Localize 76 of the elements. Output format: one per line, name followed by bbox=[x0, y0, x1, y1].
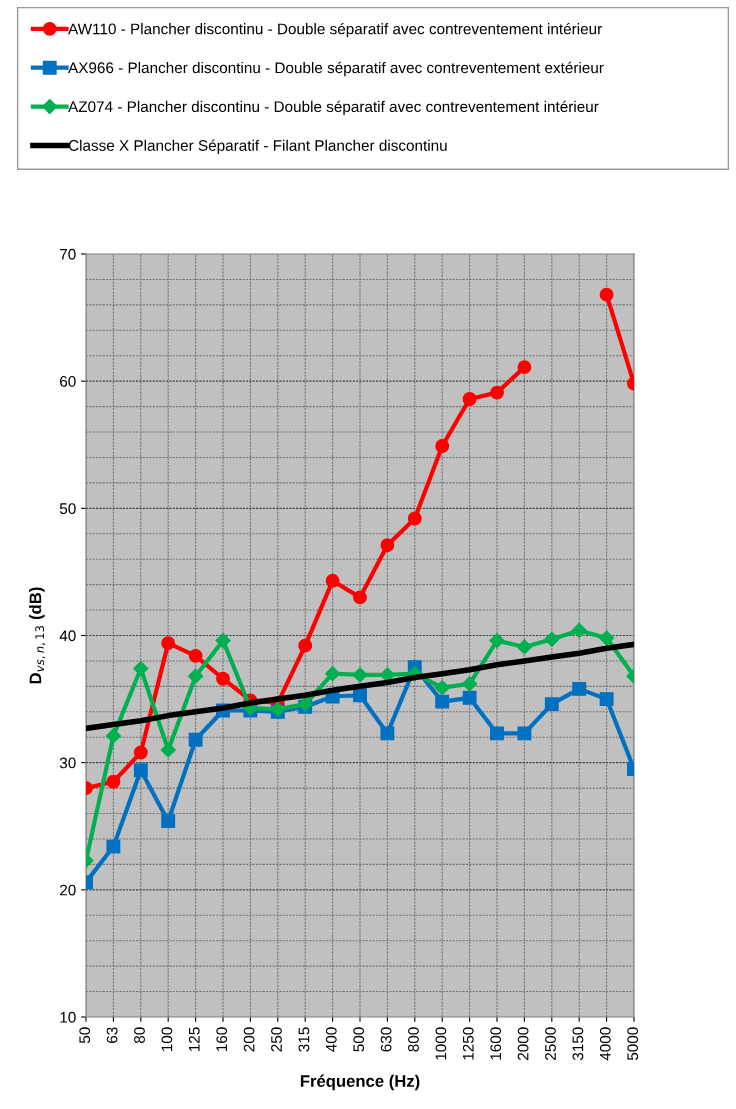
point bbox=[571, 622, 587, 638]
y-tick-label: 60 bbox=[60, 376, 76, 387]
y-tick-label: 70 bbox=[60, 248, 76, 260]
point bbox=[599, 692, 614, 707]
x-tick-label: 500 bbox=[353, 1027, 365, 1052]
point bbox=[188, 648, 203, 663]
point bbox=[380, 538, 395, 553]
point bbox=[517, 360, 532, 375]
x-axis-title: Fréquence (Hz) bbox=[300, 1074, 420, 1091]
x-tick-label: 630 bbox=[380, 1027, 392, 1052]
point bbox=[188, 668, 204, 684]
x-tick-label: 1000 bbox=[435, 1027, 447, 1060]
point bbox=[516, 639, 532, 655]
y-tick-label: 10 bbox=[60, 1011, 76, 1023]
x-tick-label: 80 bbox=[134, 1027, 145, 1044]
point bbox=[462, 690, 477, 705]
x-tick-label: 250 bbox=[271, 1027, 282, 1052]
x-tick-label: 63 bbox=[106, 1027, 118, 1043]
point bbox=[599, 287, 614, 302]
point bbox=[490, 385, 504, 400]
x-tick-label: 100 bbox=[161, 1027, 173, 1052]
point bbox=[216, 671, 230, 686]
point bbox=[105, 728, 121, 744]
point bbox=[407, 511, 422, 526]
point bbox=[106, 839, 121, 854]
x-tick-label: 2500 bbox=[545, 1027, 556, 1060]
x-tick-label: 2000 bbox=[517, 1027, 529, 1060]
legend-label: AZ074 - Plancher discontinu - Double séparatif avec contreventement intérieur bbox=[68, 100, 599, 116]
point bbox=[462, 392, 477, 406]
point bbox=[325, 573, 340, 588]
point bbox=[133, 745, 148, 760]
point bbox=[133, 660, 149, 677]
x-tick-label: 5000 bbox=[627, 1027, 639, 1061]
point bbox=[489, 633, 505, 649]
point bbox=[490, 726, 504, 741]
x-tick-label: 3150 bbox=[572, 1027, 584, 1061]
point bbox=[161, 636, 176, 651]
point bbox=[599, 630, 615, 646]
y-tick-label: 30 bbox=[59, 757, 76, 769]
point bbox=[517, 726, 532, 741]
point bbox=[298, 638, 313, 653]
point bbox=[544, 631, 560, 647]
point bbox=[435, 439, 450, 453]
x-tick-label: 400 bbox=[325, 1027, 337, 1052]
x-tick-label: 1250 bbox=[462, 1027, 474, 1060]
point bbox=[352, 667, 368, 683]
x-tick-label: 125 bbox=[188, 1027, 200, 1052]
x-tick-label: 1600 bbox=[490, 1027, 502, 1060]
x-tick-label: 4000 bbox=[599, 1027, 611, 1061]
x-tick-label: 50 bbox=[79, 1027, 91, 1044]
legend-label: Classe X Plancher Séparatif - Filant Plancher discontinu bbox=[68, 139, 447, 154]
x-tick-label: 160 bbox=[216, 1027, 228, 1052]
y-tick-label: 50 bbox=[59, 503, 76, 515]
y-axis-title: D$_{vs,n,13}$ (dB) bbox=[29, 587, 46, 684]
point bbox=[161, 814, 176, 829]
point bbox=[106, 774, 121, 789]
legend-label: AX966 - Plancher discontinu - Double séparatif avec contreventement extérieur bbox=[68, 61, 604, 77]
point bbox=[544, 697, 559, 712]
x-tick-label: 315 bbox=[298, 1027, 310, 1052]
point bbox=[325, 666, 341, 682]
point bbox=[435, 694, 450, 709]
point bbox=[434, 680, 450, 696]
y-tick-label: 20 bbox=[60, 884, 76, 896]
point bbox=[353, 688, 367, 703]
point bbox=[133, 763, 148, 778]
x-tick-label: 200 bbox=[243, 1027, 255, 1052]
point bbox=[462, 676, 478, 692]
legend-label: AW110 - Plancher discontinu - Double séparatif avec contreventement intérieur bbox=[68, 22, 602, 38]
point bbox=[380, 726, 395, 741]
point bbox=[188, 732, 203, 747]
x-tick-label: 800 bbox=[408, 1027, 419, 1052]
point bbox=[572, 681, 587, 696]
point bbox=[215, 633, 231, 649]
point bbox=[160, 742, 176, 758]
y-tick-label: 40 bbox=[59, 630, 76, 642]
point bbox=[353, 590, 367, 605]
